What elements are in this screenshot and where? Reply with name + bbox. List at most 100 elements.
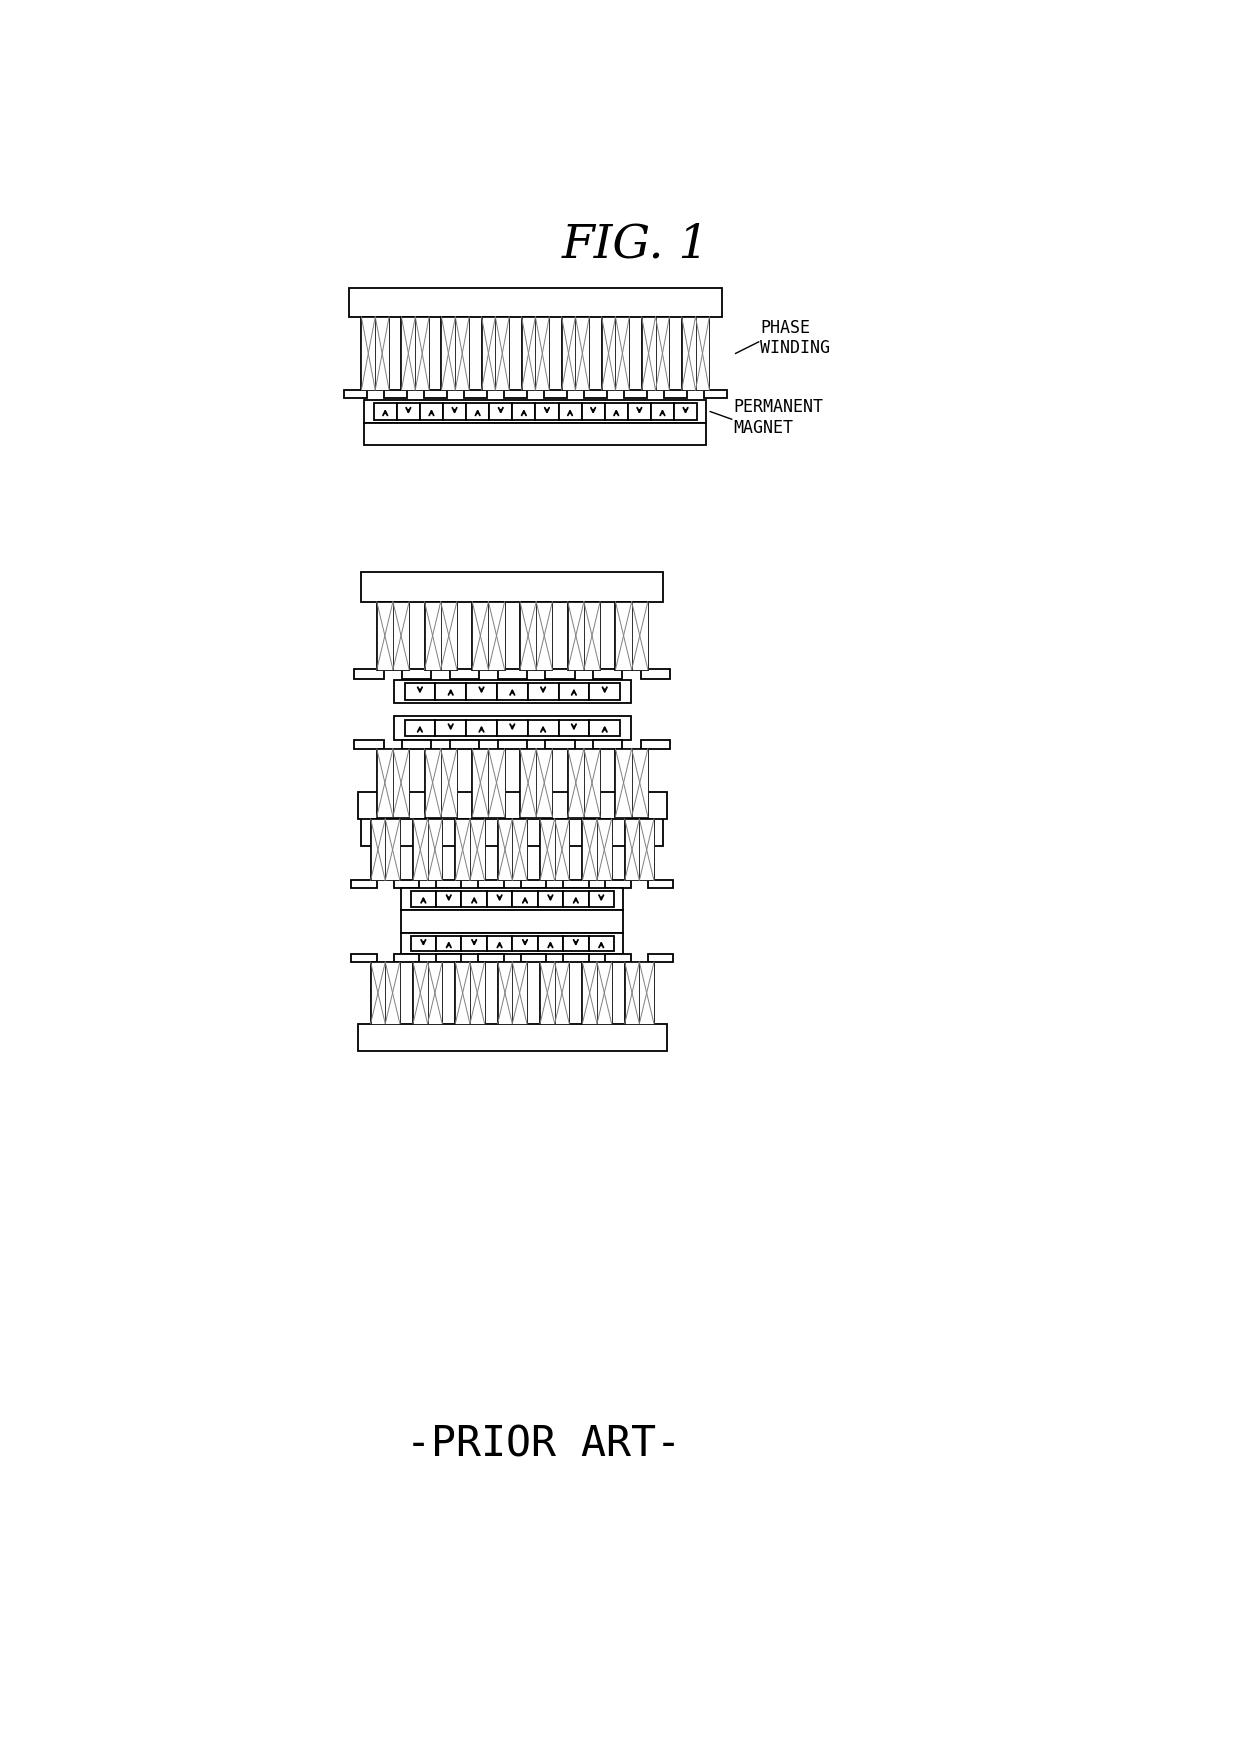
Bar [593, 740, 622, 749]
Bar [596, 819, 611, 880]
Bar [575, 317, 589, 390]
Bar [520, 601, 552, 669]
Bar [593, 669, 622, 679]
Bar [554, 962, 569, 1024]
Bar [615, 749, 647, 817]
Text: PHASE
WINDING: PHASE WINDING [760, 319, 831, 357]
Bar [440, 601, 456, 669]
Bar [466, 719, 497, 737]
Bar [568, 749, 584, 817]
Text: FIG. 1: FIG. 1 [562, 223, 709, 267]
Bar [357, 1024, 667, 1050]
Bar [605, 880, 631, 888]
Bar [413, 819, 443, 880]
Bar [487, 935, 512, 951]
Bar [497, 819, 527, 880]
Text: PERMANENT
MAGNET: PERMANENT MAGNET [733, 399, 823, 437]
Bar [413, 962, 443, 1024]
Bar [663, 390, 687, 399]
Bar [538, 892, 563, 906]
Bar [466, 402, 490, 420]
Bar [640, 962, 653, 1024]
Bar [428, 962, 443, 1024]
Bar [441, 317, 469, 390]
Bar [562, 317, 589, 390]
Bar [601, 317, 615, 390]
Bar [464, 390, 487, 399]
Bar [625, 819, 653, 880]
Bar [377, 601, 409, 669]
Bar [481, 317, 510, 390]
Bar [497, 962, 512, 1024]
Bar [541, 819, 554, 880]
Bar [428, 819, 443, 880]
Bar [563, 892, 589, 906]
Bar [472, 601, 505, 669]
Bar [461, 935, 487, 951]
Bar [355, 740, 383, 749]
Bar [402, 888, 624, 909]
Bar [596, 962, 611, 1024]
Bar [631, 749, 647, 817]
Bar [371, 962, 399, 1024]
Bar [377, 749, 393, 817]
Bar [624, 390, 647, 399]
Bar [528, 719, 558, 737]
Bar [584, 390, 608, 399]
Bar [415, 317, 429, 390]
Bar [479, 880, 503, 888]
Bar [361, 573, 663, 601]
Bar [647, 955, 673, 962]
Bar [584, 749, 600, 817]
Bar [589, 935, 614, 951]
Bar [641, 669, 670, 679]
Bar [536, 749, 552, 817]
Bar [394, 955, 419, 962]
Bar [470, 962, 485, 1024]
Bar [546, 669, 574, 679]
Bar [413, 962, 428, 1024]
Bar [497, 683, 528, 700]
Bar [386, 962, 399, 1024]
Bar [512, 962, 527, 1024]
Bar [436, 892, 461, 906]
Bar [528, 683, 558, 700]
Bar [365, 401, 707, 423]
Bar [404, 683, 435, 700]
Bar [601, 317, 630, 390]
Bar [386, 819, 399, 880]
Bar [371, 962, 386, 1024]
Bar [682, 317, 709, 390]
Bar [544, 390, 567, 399]
Bar [371, 819, 386, 880]
Bar [536, 402, 558, 420]
Bar [536, 317, 549, 390]
Bar [461, 892, 487, 906]
Bar [568, 749, 600, 817]
Bar [436, 880, 461, 888]
Bar [520, 601, 536, 669]
Bar [436, 935, 461, 951]
Bar [521, 955, 546, 962]
Bar [472, 601, 489, 669]
Bar [512, 402, 536, 420]
Bar [558, 683, 589, 700]
Bar [424, 601, 456, 669]
Bar [546, 740, 574, 749]
Bar [641, 317, 656, 390]
Bar [541, 962, 554, 1024]
Bar [377, 601, 393, 669]
Bar [393, 749, 409, 817]
Bar [497, 719, 528, 737]
Bar [522, 317, 536, 390]
Bar [583, 819, 611, 880]
Bar [351, 955, 377, 962]
Bar [520, 749, 536, 817]
Bar [357, 793, 667, 819]
Bar [361, 317, 376, 390]
Bar [503, 390, 527, 399]
Bar [351, 880, 377, 888]
Bar [536, 601, 552, 669]
Bar [615, 317, 630, 390]
Bar [413, 819, 428, 880]
